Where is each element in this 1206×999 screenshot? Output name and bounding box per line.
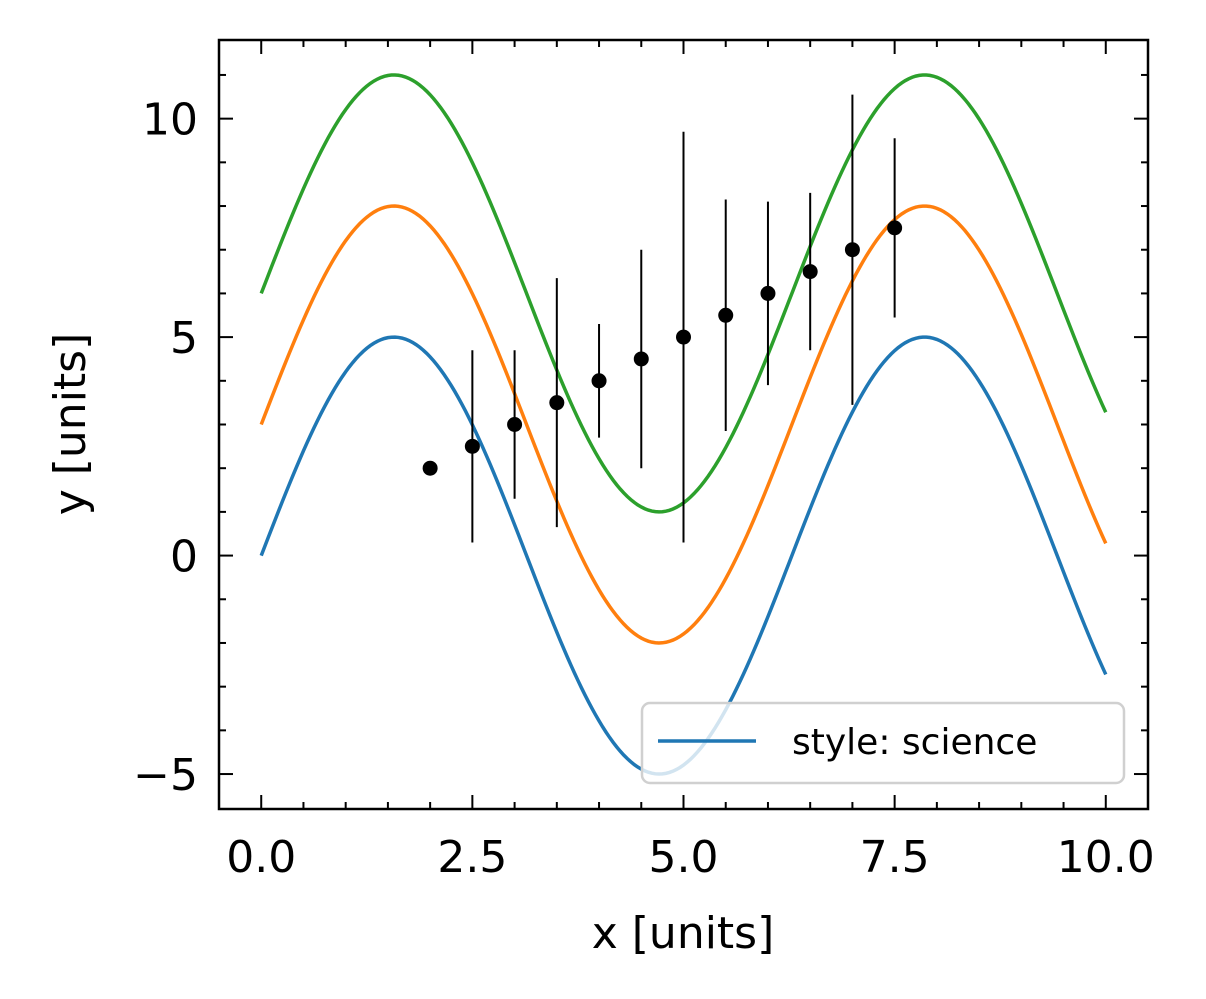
x-tick-label: 0.0 xyxy=(226,832,296,883)
x-tick-label: 5.0 xyxy=(649,832,719,883)
x-tick-label: 7.5 xyxy=(860,832,930,883)
x-axis-label: x [units] xyxy=(592,908,775,959)
data-point xyxy=(549,395,565,411)
y-tick-label: 0 xyxy=(170,532,198,583)
data-point xyxy=(760,285,776,301)
y-tick-label: 10 xyxy=(142,95,198,146)
data-point xyxy=(464,438,480,454)
ticks-layer xyxy=(219,40,1148,809)
data-point xyxy=(591,373,607,389)
data-point xyxy=(718,307,734,323)
x-tick-label: 2.5 xyxy=(437,832,507,883)
errorbar-layer xyxy=(422,94,903,543)
legend: style: science xyxy=(640,701,1126,785)
data-point xyxy=(676,329,691,345)
y-tick-label: 5 xyxy=(170,313,198,364)
y-tick-label: −5 xyxy=(133,750,198,801)
data-point xyxy=(887,220,903,236)
tick-labels: 0.0 2.5 5.0 7.5 10.0 −5 0 5 10 xyxy=(133,95,1155,883)
legend-label-1: style: science xyxy=(792,722,1037,763)
legend-box xyxy=(640,701,1126,785)
data-point xyxy=(507,417,523,432)
y-axis-label: y [units] xyxy=(45,333,96,516)
data-point xyxy=(422,460,438,476)
data-point xyxy=(802,264,818,280)
data-point xyxy=(844,242,860,258)
series-line-2 xyxy=(259,204,1108,645)
data-point xyxy=(633,351,649,367)
x-tick-label: 10.0 xyxy=(1057,832,1155,883)
